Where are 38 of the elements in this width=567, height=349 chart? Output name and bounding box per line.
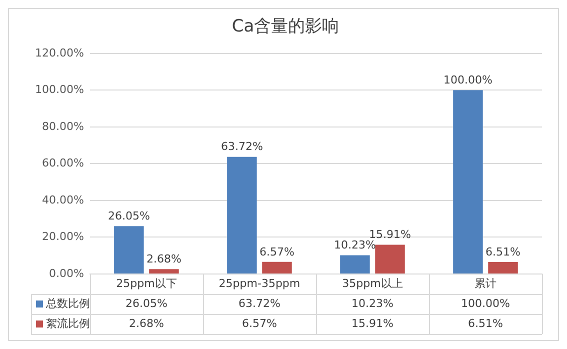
data-label: 2.68%	[128, 316, 164, 330]
bar	[453, 90, 483, 274]
text: 2.68%	[146, 252, 182, 266]
y-tick-label: 0.00%	[48, 266, 84, 280]
bar	[262, 262, 292, 274]
x-tick-label: 35ppm以上	[342, 276, 403, 290]
data-label: 26.05%	[125, 296, 168, 310]
data-label: 15.91%	[352, 316, 394, 330]
y-tick-label: 80.00%	[42, 120, 84, 133]
data-label: 10.23%	[352, 296, 394, 310]
data-label: 63.72%	[238, 296, 280, 310]
bar	[375, 244, 405, 274]
x-tick-label: 25ppm以下	[116, 276, 177, 290]
data-label: 6.57%	[242, 316, 277, 330]
y-tick-label: 40.00%	[42, 193, 84, 206]
legend-label: 总数比例	[45, 296, 90, 310]
text: 100.00%	[444, 74, 492, 87]
x-tick-label: 累计	[474, 276, 496, 290]
y-tick-label: 100.00%	[34, 83, 84, 96]
chart-title: Ca含量的影响	[232, 16, 340, 37]
text: 6.57%	[260, 245, 294, 258]
data-label: 6.51%	[468, 316, 503, 330]
bar	[488, 262, 518, 274]
bar	[114, 226, 144, 274]
y-tick-label: 20.00%	[42, 230, 84, 244]
text: 6.51%	[486, 245, 520, 258]
bar	[149, 269, 179, 274]
y-tick-label: 120.00%	[34, 46, 84, 60]
bar	[227, 156, 257, 274]
bar	[340, 255, 370, 274]
text: 63.72%	[220, 140, 263, 154]
text: 26.05%	[108, 209, 150, 222]
x-tick-label: 25ppm-35ppm	[218, 276, 300, 290]
legend-label: 絮流比例	[46, 316, 90, 330]
y-tick-label: 60.00%	[42, 156, 84, 170]
text: 15.91%	[369, 228, 411, 242]
text: 10.23%	[334, 238, 376, 252]
data-label: 100.00%	[461, 296, 510, 310]
